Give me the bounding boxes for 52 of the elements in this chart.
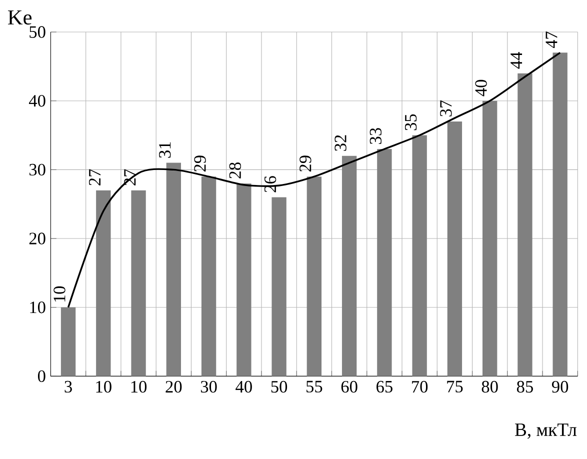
- line-series: [67, 52, 561, 308]
- data-label: 47: [546, 32, 558, 48]
- x-tick-label: 10: [131, 380, 147, 393]
- bar: [272, 197, 286, 376]
- y-tick-label: 30: [29, 164, 46, 176]
- x-tick-label: 85: [516, 380, 533, 393]
- data-label: 29: [300, 156, 312, 172]
- y-tick-label: 40: [28, 95, 46, 107]
- x-tick-label: 40: [236, 380, 252, 393]
- data-label: 37: [440, 100, 452, 116]
- bar: [518, 73, 532, 376]
- bar: [60, 307, 76, 376]
- y-axis-title: Ke: [8, 10, 32, 25]
- data-label: 44: [510, 52, 522, 69]
- bar: [166, 162, 181, 376]
- data-label: 27: [88, 169, 100, 186]
- bar: [306, 176, 322, 376]
- bar: [342, 156, 357, 376]
- data-label: 32: [334, 135, 346, 151]
- data-label: 33: [370, 128, 382, 144]
- x-tick-label: 70: [412, 380, 428, 393]
- x-tick-label: 3: [64, 380, 72, 393]
- y-tick-label: 20: [29, 232, 46, 244]
- y-tick-label: 50: [30, 26, 46, 38]
- bar: [482, 100, 498, 376]
- x-tick-label: 10: [96, 380, 112, 393]
- data-label: 35: [404, 114, 417, 130]
- x-tick-label: 20: [166, 380, 182, 393]
- data-label: 31: [159, 142, 171, 158]
- bar: [236, 183, 252, 376]
- bar: [412, 135, 427, 376]
- bar: [377, 149, 392, 376]
- data-label: 40: [475, 80, 487, 96]
- x-axis-title: B, мкТл: [515, 424, 577, 439]
- y-tick-label: 0: [38, 370, 46, 382]
- bar: [552, 52, 568, 376]
- x-tick-label: 60: [341, 380, 358, 393]
- data-label: 29: [194, 156, 206, 172]
- x-tick-label: 55: [306, 380, 322, 392]
- x-tick-label: 65: [376, 380, 392, 393]
- x-tick-label: 30: [200, 380, 217, 393]
- bar: [447, 122, 462, 376]
- data-label: 28: [229, 162, 241, 178]
- x-tick-label: 50: [271, 380, 288, 393]
- bar: [201, 176, 216, 376]
- bar: [131, 190, 146, 376]
- x-tick-label: 90: [552, 380, 568, 393]
- y-tick-label: 10: [30, 302, 46, 314]
- bar: [96, 190, 111, 376]
- data-label: 10: [54, 286, 66, 302]
- x-tick-label: 75: [447, 380, 463, 392]
- x-tick-label: 80: [482, 380, 498, 393]
